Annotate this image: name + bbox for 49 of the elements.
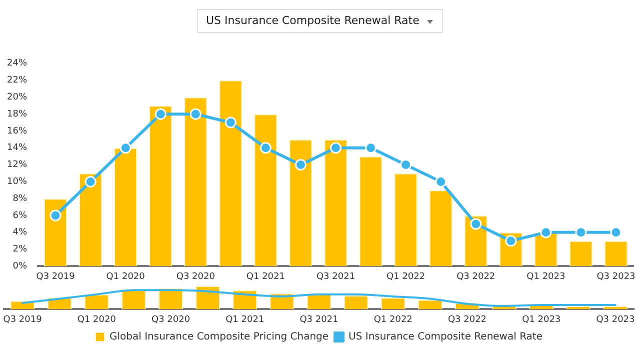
point [190, 108, 202, 120]
point [575, 226, 587, 238]
y-tick-label: 10% [6, 177, 28, 188]
y-tick-label: 12% [6, 160, 28, 170]
x-tick-label: Q3 2020 [151, 314, 190, 325]
y-tick-label: 18% [6, 109, 28, 120]
point [505, 235, 517, 247]
point [540, 226, 552, 238]
point [610, 226, 622, 238]
point [260, 142, 272, 154]
y-tick-label: 24% [6, 58, 28, 69]
point [365, 142, 377, 154]
x-tick-label: Q3 2022 [456, 272, 496, 282]
x-tick-label: Q3 2021 [300, 314, 338, 325]
x-tick-label: Q1 2020 [106, 272, 146, 282]
legend-label: Global Insurance Composite Pricing Change [109, 332, 329, 343]
y-tick-label: 2% [12, 244, 28, 255]
x-tick-label: Q3 2020 [176, 272, 216, 282]
point [470, 218, 482, 230]
x-tick-label: Q1 2020 [77, 314, 116, 325]
y-tick-label: 16% [6, 126, 28, 136]
x-tick-label: Q1 2022 [386, 272, 426, 282]
y-tick-label: 14% [6, 143, 28, 154]
point [84, 176, 96, 188]
x-tick-label: Q1 2023 [526, 272, 566, 282]
y-tick-label: 20% [6, 92, 28, 103]
point [50, 210, 62, 222]
x-tick-label: Q3 2023 [596, 272, 636, 282]
point [154, 108, 166, 120]
x-tick-label: Q3 2023 [596, 314, 635, 325]
y-tick-label: 8% [12, 194, 28, 204]
point [294, 159, 306, 171]
x-tick-label: Q3 2019 [36, 272, 76, 282]
x-tick-label: Q1 2021 [226, 314, 264, 325]
legend-label: US Insurance Composite Renewal Rate [348, 332, 543, 343]
point [224, 116, 236, 128]
x-tick-label: Q1 2021 [246, 272, 285, 282]
x-tick-label: Q1 2023 [522, 314, 561, 325]
x-tick-label: Q3 2019 [3, 314, 42, 325]
y-tick-label: 6% [12, 210, 28, 221]
x-tick-label: Q3 2022 [448, 314, 487, 325]
point [120, 142, 132, 154]
y-tick-label: 22% [6, 76, 28, 86]
x-tick-label: Q3 2021 [316, 272, 356, 282]
y-tick-label: 0% [12, 262, 28, 272]
y-tick-label: 4% [12, 228, 28, 238]
point [330, 142, 342, 154]
chart-title: US Insurance Composite Renewal Rate [206, 14, 420, 27]
x-tick-label: Q1 2022 [374, 314, 412, 325]
